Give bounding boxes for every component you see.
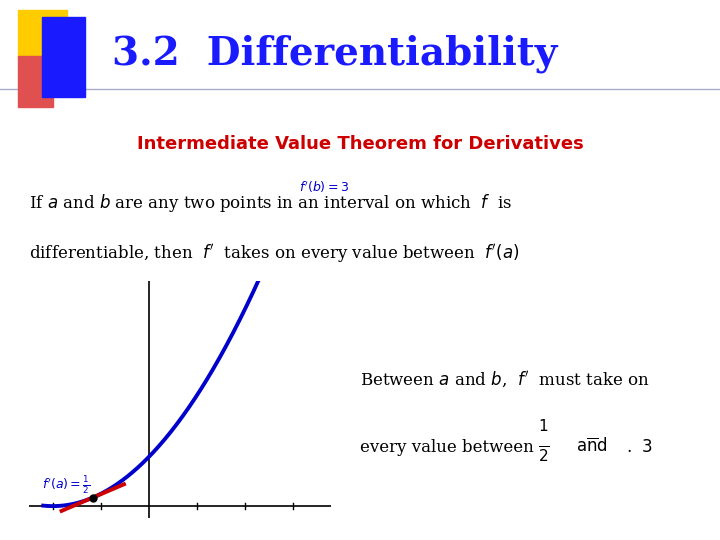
- Text: $1$: $1$: [539, 418, 549, 434]
- Bar: [18, 10, 67, 59]
- Text: $\mathrm{a\overline{n}d}$: $\mathrm{a\overline{n}d}$: [576, 438, 608, 456]
- Text: Intermediate Value Theorem for Derivatives: Intermediate Value Theorem for Derivativ…: [137, 135, 583, 153]
- Text: $f'(b)=3$: $f'(b)=3$: [299, 180, 348, 195]
- Bar: [42, 17, 85, 97]
- Text: $f'(a)=\frac{1}{2}$: $f'(a)=\frac{1}{2}$: [42, 474, 91, 496]
- Text: 3.2  Differentiability: 3.2 Differentiability: [112, 34, 557, 73]
- Text: .  $3$: . $3$: [626, 439, 654, 456]
- Text: $\overline{2}$: $\overline{2}$: [538, 446, 549, 466]
- Text: and  $f'(b)$.: and $f'(b)$.: [29, 289, 111, 310]
- Bar: [18, 56, 53, 107]
- Text: If $a$ and $b$ are any two points in an interval on which  $f$  is: If $a$ and $b$ are any two points in an …: [29, 192, 512, 214]
- Text: Between $a$ and $b$,  $f'$  must take on: Between $a$ and $b$, $f'$ must take on: [360, 370, 649, 390]
- Text: every value between: every value between: [360, 439, 534, 456]
- Text: differentiable, then  $f'$  takes on every value between  $f'(a)$: differentiable, then $f'$ takes on every…: [29, 242, 519, 265]
